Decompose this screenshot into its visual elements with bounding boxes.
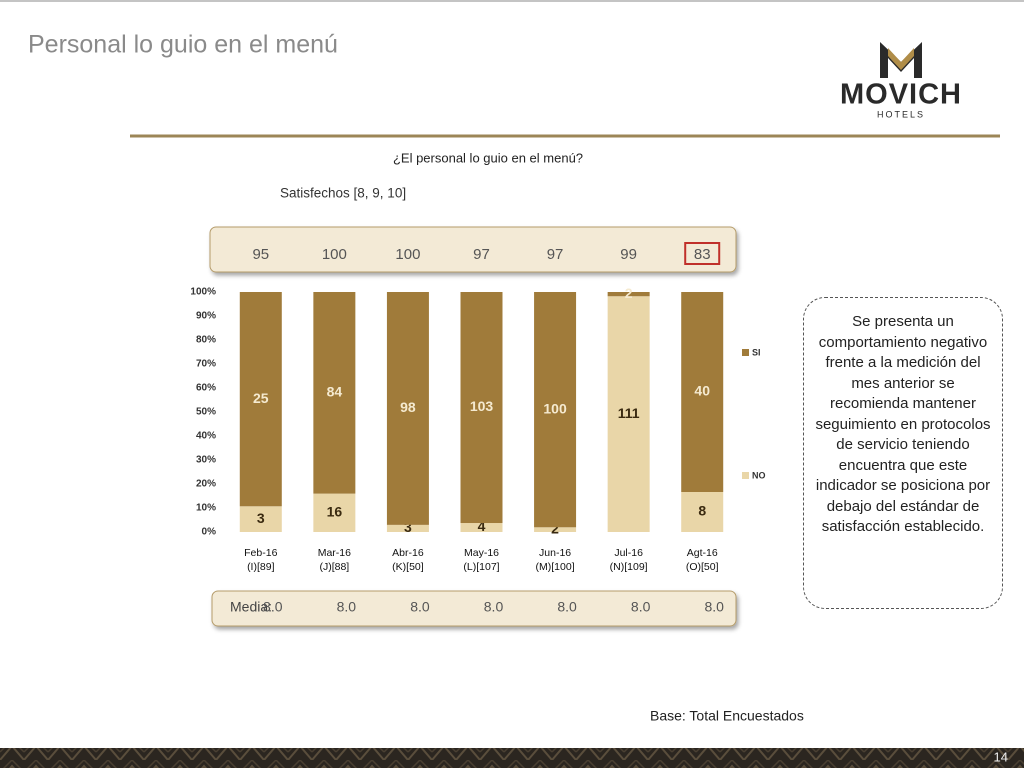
bar-segment <box>607 292 650 297</box>
x-tick-base: (N)[109] <box>610 561 648 573</box>
y-tick-label: 50% <box>196 407 216 418</box>
y-tick-label: 40% <box>196 431 216 442</box>
y-tick-label: 10% <box>196 503 216 514</box>
y-tick-label: 80% <box>196 335 216 346</box>
bar-segment <box>460 292 503 524</box>
logo: MOVICH HOTELS <box>840 42 962 119</box>
data-label: 103 <box>470 398 494 414</box>
x-tick-label: Feb-16 <box>244 547 277 559</box>
bar-segment <box>386 292 429 525</box>
y-tick-label: 90% <box>196 311 216 322</box>
satisfaction-value: 97 <box>547 246 564 263</box>
data-label: 2 <box>625 285 633 301</box>
media-value: 8.0 <box>631 599 651 615</box>
x-tick-label: Jul-16 <box>614 547 643 559</box>
media-value: 8.0 <box>263 599 283 615</box>
bar-segment <box>239 292 282 507</box>
data-label: 2 <box>551 520 559 536</box>
base-note: Base: Total Encuestados <box>650 708 804 724</box>
y-tick-label: 70% <box>196 359 216 370</box>
y-tick-label: 20% <box>196 479 216 490</box>
data-label: 25 <box>253 390 269 406</box>
bar-segment <box>313 292 356 494</box>
y-tick-label: 0% <box>202 527 217 538</box>
satisfaction-value: 100 <box>395 246 420 263</box>
bar-segment <box>239 506 282 532</box>
data-label: 98 <box>400 399 416 415</box>
satisfaction-value: 99 <box>620 246 637 263</box>
y-tick-label: 30% <box>196 455 216 466</box>
x-tick-base: (J)[88] <box>319 561 349 573</box>
satisfaction-value: 95 <box>252 246 269 263</box>
chart-subtitle: Satisfechos [8, 9, 10] <box>280 186 406 201</box>
data-label: 16 <box>327 504 343 520</box>
note-box: Se presenta un comportamiento negativo f… <box>803 297 1003 609</box>
highlight-box <box>684 242 721 265</box>
media-band <box>211 590 737 627</box>
x-tick-label: Mar-16 <box>318 547 351 559</box>
bar-segment <box>681 492 724 532</box>
data-label: 3 <box>404 519 412 535</box>
chart-title: ¿El personal lo guio en el menú? <box>393 150 583 165</box>
x-tick-base: (K)[50] <box>392 561 424 573</box>
satisfaction-value: 100 <box>322 246 347 263</box>
y-tick-label: 100% <box>190 287 216 298</box>
media-value: 8.0 <box>557 599 577 615</box>
media-value: 8.0 <box>704 599 724 615</box>
data-label: 3 <box>257 510 265 526</box>
media-label: Media: <box>230 599 272 615</box>
data-label: 40 <box>694 383 710 399</box>
legend-label: NO <box>752 470 766 480</box>
y-tick-label: 60% <box>196 383 216 394</box>
legend-label: SI <box>752 347 761 357</box>
data-label: 111 <box>618 405 640 421</box>
satisfaction-value: 97 <box>473 246 490 263</box>
data-label: 100 <box>543 400 567 416</box>
bar-segment <box>534 292 577 528</box>
x-tick-label: Agt-16 <box>687 547 718 559</box>
logo-subtext: HOTELS <box>877 109 925 119</box>
media-value: 8.0 <box>410 599 430 615</box>
satisfaction-band <box>209 226 737 273</box>
media-value: 8.0 <box>484 599 504 615</box>
legend-swatch <box>742 349 749 356</box>
footer-band <box>0 748 1024 768</box>
x-tick-base: (L)[107] <box>463 561 499 573</box>
x-tick-label: May-16 <box>464 547 499 559</box>
data-label: 84 <box>327 384 343 400</box>
satisfaction-value: 83 <box>694 246 711 263</box>
logo-text: MOVICH <box>840 79 962 111</box>
bar-segment <box>386 524 429 532</box>
media-value: 8.0 <box>337 599 357 615</box>
x-tick-label: Abr-16 <box>392 547 424 559</box>
bar-segment <box>681 292 724 492</box>
bar-segment <box>313 493 356 532</box>
x-tick-label: Jun-16 <box>539 547 571 559</box>
slide-title: Personal lo guio en el menú <box>28 31 338 59</box>
bar-segment <box>534 527 577 532</box>
legend-swatch <box>742 472 749 479</box>
data-label: 8 <box>698 503 706 519</box>
x-tick-base: (O)[50] <box>686 561 719 573</box>
x-tick-base: (I)[89] <box>247 561 275 573</box>
data-label: 4 <box>478 518 486 534</box>
x-tick-base: (M)[100] <box>536 561 575 573</box>
bar-segment <box>607 296 650 532</box>
bar-segment <box>460 523 503 532</box>
page-number: 14 <box>994 749 1008 764</box>
